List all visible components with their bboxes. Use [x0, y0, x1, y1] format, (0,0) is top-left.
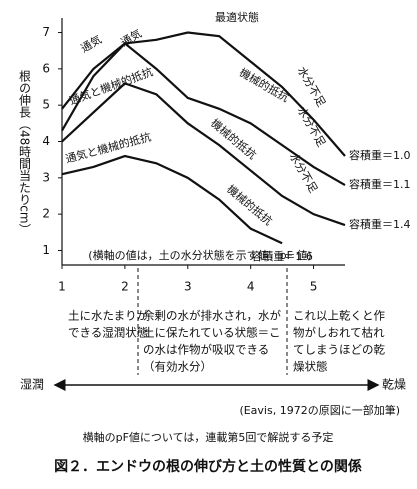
x-tick-label: 5 [310, 280, 318, 294]
source: (Eavis, 1972の原図に一部加筆) [239, 403, 400, 417]
y-tick-label: 2 [42, 207, 50, 221]
series-label: 容積重＝1.0 [349, 148, 411, 162]
series-line [61, 82, 346, 227]
annotation: (横軸の値は，土の水分状態を示す値，pF 値) [88, 248, 311, 262]
x-tick-label: 4 [247, 280, 255, 294]
region-text: できる湿潤状態 [68, 326, 148, 340]
series-label: 容積重＝1.4 [349, 217, 411, 231]
x-tick-label: 2 [121, 280, 129, 294]
region-text: てしまうほどの乾 [293, 343, 385, 357]
annotation: 水分不足 [295, 105, 328, 150]
series-label: 容積重＝1.6 [251, 249, 313, 263]
region-text: 土に保たれている状態＝こ [143, 326, 281, 340]
annotation: 最適状態 [215, 10, 259, 24]
direction-left: 湿潤 [20, 377, 44, 392]
annotation: 機械的抵抗 [224, 182, 275, 228]
x-tick-label: 3 [184, 280, 192, 294]
region-text: 土に水たまりが [68, 309, 149, 323]
y-tick-label: 4 [42, 134, 50, 148]
y-axis-label: 根の伸長（48時間当たりcm） [18, 70, 32, 236]
annotation: 通気 [118, 26, 144, 49]
region-text: 燥状態 [293, 360, 328, 374]
direction-right: 乾燥 [382, 378, 406, 392]
y-tick-label: 6 [42, 61, 50, 75]
annotation: 水分不足 [287, 151, 320, 196]
x-tick-label: 1 [58, 280, 66, 294]
y-tick-label: 7 [42, 25, 50, 39]
y-tick-label: 1 [42, 243, 50, 257]
region-text: 物がしおれて枯れ [293, 326, 385, 340]
y-tick-label: 5 [42, 98, 50, 112]
annotation: 水分不足 [295, 65, 328, 110]
series-label: 容積重＝1.1 [349, 177, 411, 191]
region-text: （有効水分） [143, 360, 212, 374]
region-text: の水は作物が吸収できる [143, 343, 269, 357]
note: 横軸のpF値については，連載第5回で解説する予定 [83, 430, 334, 444]
region-text: 余剰の水が排水され，水が [143, 309, 281, 323]
annotation: 機械的抵抗 [237, 65, 292, 105]
series-line [61, 154, 283, 245]
y-tick-label: 3 [42, 170, 50, 184]
region-text: これ以上乾くと作 [293, 309, 385, 323]
chart-title: 図２．エンドウの根の伸び方と土の性質との関係 [54, 458, 362, 475]
annotation: 通気 [78, 32, 104, 55]
series-line [61, 31, 346, 157]
series-line [61, 41, 346, 187]
